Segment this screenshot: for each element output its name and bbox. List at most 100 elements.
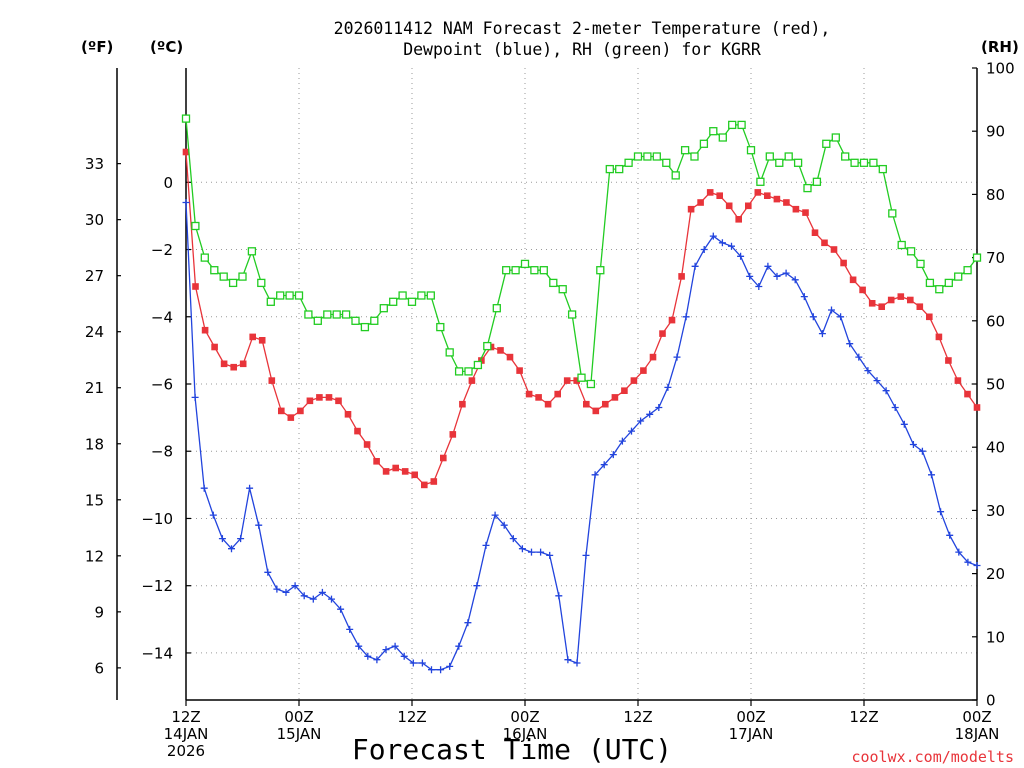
- dewpoint-point-57: [700, 246, 708, 253]
- time-tick-label-4-0: 12Z: [623, 708, 652, 726]
- dewpoint-point-17: [337, 605, 345, 613]
- temperature-point-46: [621, 387, 628, 394]
- dewpoint-point-2: [200, 484, 208, 492]
- temperature-point-14: [316, 394, 323, 401]
- celsius-tick-label-3: −8: [151, 443, 173, 461]
- temperature-point-50: [659, 330, 666, 337]
- temperature-point-8: [258, 337, 266, 344]
- dewpoint-point-11: [282, 588, 290, 596]
- rh-point-41: [567, 310, 577, 319]
- dewpoint-point-14: [309, 595, 317, 603]
- rh-point-62: [765, 152, 774, 161]
- dewpoint-point-47: [609, 451, 617, 459]
- dewpoint-point-66: [782, 269, 790, 277]
- rh-point-40: [558, 285, 567, 294]
- rh-point-57: [718, 133, 727, 142]
- rh-ticks: 0 10 20 30 40 50 60 70 80 90 100: [972, 60, 1015, 710]
- dewpoint-point-38: [528, 548, 535, 556]
- temperature-point-36: [525, 390, 533, 398]
- temperature-point-4: [220, 360, 228, 368]
- celsius-tick-label-0: −14: [141, 644, 173, 662]
- temperature-point-42: [583, 400, 590, 408]
- dewpoint-point-18: [346, 625, 354, 633]
- dewpoint-point-60: [728, 242, 735, 250]
- rh-point-38: [539, 266, 548, 275]
- rh-point-4: [219, 272, 228, 281]
- rh-point-24: [407, 297, 417, 306]
- rh-point-70: [841, 152, 850, 161]
- temperature-point-10: [278, 407, 285, 415]
- temperature-point-5: [230, 363, 237, 371]
- dewpoint-point-29: [446, 662, 454, 670]
- rh-point-8: [257, 278, 266, 288]
- rh-point-74: [878, 164, 887, 174]
- fahrenheit-ticks: 6 9 12 15 18 21 24 27 30 33: [85, 155, 121, 677]
- rh-tick-label-4: 40: [986, 439, 1005, 457]
- celsius-tick-label-6: −2: [151, 241, 173, 259]
- dewpoint-point-46: [600, 461, 608, 469]
- time-tick-label-1-1: 15JAN: [277, 725, 322, 743]
- dewpoint-point-65: [773, 272, 781, 280]
- rh-point-33: [492, 304, 501, 313]
- temperature-point-26: [430, 478, 438, 485]
- temperature-point-82: [964, 390, 971, 398]
- temperature-point-83: [973, 404, 981, 411]
- time-tick-label-5-0: 00Z: [736, 708, 765, 726]
- dewpoint-point-6: [237, 535, 245, 543]
- rh-point-63: [775, 158, 784, 167]
- rh-point-79: [925, 278, 935, 288]
- rh-point-22: [389, 297, 398, 306]
- dewpoint-point-75: [864, 367, 872, 375]
- rh-point-67: [812, 177, 822, 186]
- rh-point-1: [191, 221, 200, 231]
- dewpoint-point-61: [737, 252, 745, 260]
- temperature-point-1: [192, 283, 199, 290]
- time-tick-label-5-1: 17JAN: [729, 725, 774, 743]
- temperature-point-43: [592, 407, 600, 415]
- dewpoint-point-56: [691, 262, 699, 270]
- dewpoint-point-31: [464, 619, 472, 627]
- rh-point-26: [426, 291, 435, 300]
- dewpoint-point-51: [646, 410, 654, 418]
- rh-point-55: [699, 139, 709, 148]
- temperature-point-75: [897, 293, 905, 300]
- dewpoint-point-21: [373, 656, 381, 664]
- celsius-tick-label-4: −6: [151, 376, 173, 394]
- temperature-point-11: [287, 414, 295, 421]
- rh-point-60: [746, 146, 756, 155]
- rh-point-15: [323, 310, 332, 319]
- fahrenheit-tick-label-9: 33: [85, 155, 104, 173]
- rh-point-45: [605, 164, 614, 174]
- time-tick-label-0-2: 2026: [167, 742, 205, 760]
- fahrenheit-tick-label-1: 9: [94, 603, 104, 621]
- dewpoint-point-69: [809, 313, 817, 321]
- temperature-point-81: [954, 377, 962, 384]
- temperature-point-24: [411, 471, 418, 479]
- dewpoint-point-39: [537, 548, 545, 556]
- temperature-point-30: [468, 377, 476, 384]
- rh-point-30: [464, 367, 473, 376]
- dewpoint-point-63: [755, 283, 763, 290]
- dewpoint-point-41: [555, 592, 563, 600]
- dewpoint-point-79: [900, 420, 908, 428]
- time-tick-label-7-0: 00Z: [962, 708, 991, 726]
- dewpoint-point-1: [191, 393, 199, 401]
- rh-point-64: [784, 152, 793, 161]
- time-tick-label-3-1: 16JAN: [503, 725, 548, 743]
- rh-point-37: [530, 266, 539, 275]
- rh-point-0: [181, 114, 191, 123]
- temperature-point-53: [687, 205, 695, 213]
- dewpoint-point-81: [918, 447, 926, 455]
- rh-point-2: [200, 253, 209, 262]
- temperature-point-64: [792, 205, 800, 213]
- rh-point-51: [662, 158, 671, 167]
- celsius-ticks: −14 −12 −10 −8 −6 −4 −2 0: [141, 174, 191, 662]
- rh-point-43: [586, 379, 596, 389]
- rh-point-80: [935, 285, 944, 294]
- temperature-point-19: [363, 441, 371, 448]
- temperature-point-16: [335, 397, 342, 405]
- temperature-point-57: [725, 202, 733, 210]
- rh-tick-label-3: 30: [986, 502, 1005, 520]
- dewpoint-point-74: [855, 353, 863, 361]
